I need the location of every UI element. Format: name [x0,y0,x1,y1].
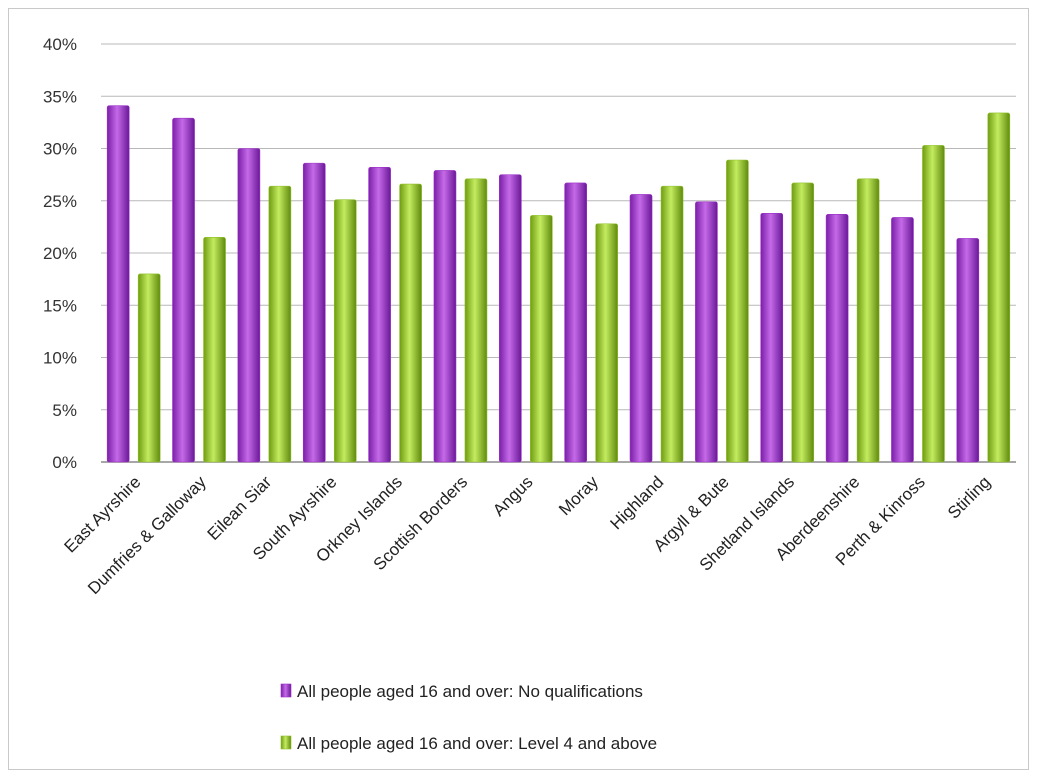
bar-level4-dumfries-galloway [203,237,226,463]
bar-no-qualifications-scottish-borders [433,170,457,463]
bar-level4-eilean-siar [268,185,292,463]
bar-level4-aberdeenshire [856,178,880,463]
bar-level4-argyll-bute [726,159,749,463]
x-category-label: Dumfries & Galloway [84,472,210,598]
legend-swatch [280,735,292,750]
y-tick-label: 20% [43,244,77,263]
bar-no-qualifications-east-ayrshire [106,105,130,463]
x-category-label: Moray [555,472,602,519]
x-category-label: Stirling [944,472,994,522]
y-tick-label: 0% [52,453,77,472]
y-tick-label: 5% [52,401,77,420]
bar-no-qualifications-argyll-bute [695,201,718,463]
bar-level4-angus [530,215,553,463]
legend: All people aged 16 and over: No qualific… [280,682,657,753]
bar-level4-orkney-islands [399,183,422,463]
chart-frame: 0% 5% 10% 15% 20% 25% 30% 35% 40% East Ayrshire D… [8,8,1029,770]
y-tick-label: 10% [43,349,77,368]
bar-chart: 0% 5% 10% 15% 20% 25% 30% 35% 40% East AyrshireD… [43,35,1016,753]
bar-level4-perth-kinross [922,145,945,463]
x-category-label: Eilean Siar [204,472,276,544]
bar-no-qualifications-highland [629,194,653,463]
legend-entry: All people aged 16 and over: Level 4 and… [297,734,657,753]
bar-no-qualifications-shetland-islands [760,212,784,463]
y-tick-label: 30% [43,140,77,159]
bar-no-qualifications-stirling [956,238,980,463]
bar-level4-scottish-borders [464,178,488,463]
bar-no-qualifications-moray [564,182,587,463]
bar-no-qualifications-perth-kinross [891,217,914,463]
bar-level4-stirling [987,112,1011,463]
y-tick-label: 15% [43,296,77,315]
bar-no-qualifications-angus [499,174,522,463]
x-category-label: Angus [489,472,537,520]
bar-no-qualifications-aberdeenshire [825,214,849,463]
y-tick-label: 25% [43,192,77,211]
bar-no-qualifications-dumfries-galloway [172,117,195,463]
bar-level4-east-ayrshire [137,273,161,463]
bar-level4-south-ayrshire [333,199,357,463]
bar-no-qualifications-south-ayrshire [302,162,326,463]
bars [106,105,1011,463]
y-tick-label: 40% [43,35,77,54]
bar-no-qualifications-orkney-islands [368,167,391,463]
y-axis-tick-labels: 0% 5% 10% 15% 20% 25% 30% 35% 40% [43,35,77,472]
x-category-label: Highland [606,472,667,533]
bar-no-qualifications-eilean-siar [237,148,261,463]
legend-swatch [280,683,292,698]
bar-level4-shetland-islands [791,182,815,463]
bar-level4-moray [595,223,618,463]
bar-level4-highland [660,185,684,463]
y-tick-label: 35% [43,87,77,106]
legend-entry: All people aged 16 and over: No qualific… [297,682,643,701]
